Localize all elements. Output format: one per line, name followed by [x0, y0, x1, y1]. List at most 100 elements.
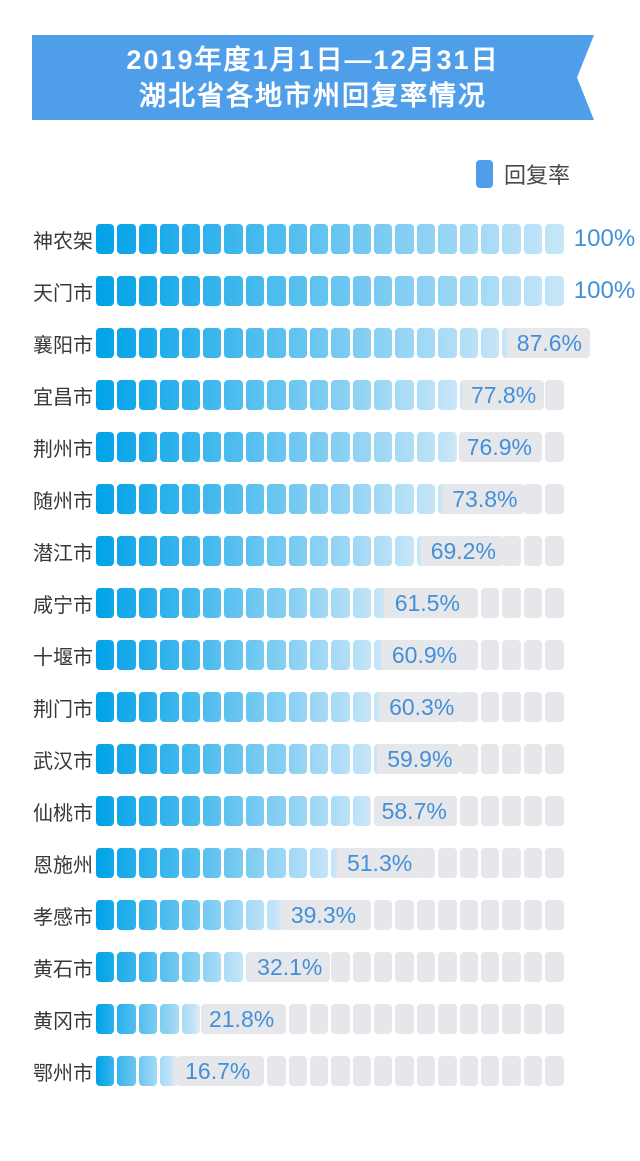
bar-segment: [96, 1056, 115, 1086]
bar-segment: [438, 1004, 457, 1034]
bar-segment: [202, 328, 222, 358]
bar-segment: [523, 276, 543, 306]
bar-segment: [288, 276, 307, 306]
bar-segment: [202, 484, 222, 514]
bar-segment: [288, 432, 307, 462]
bar-segment: [288, 588, 307, 618]
bar-segment: [481, 640, 500, 670]
bar-segment: [459, 692, 479, 722]
bar-segment: [117, 900, 136, 930]
chart-row: 随州市 73.8%: [33, 484, 640, 514]
legend-label: 回复率: [503, 163, 570, 188]
bar-segment: [267, 796, 286, 826]
bar-segment: [181, 536, 200, 566]
bar-segment: [96, 536, 115, 566]
bar-segment: [416, 900, 436, 930]
bar-segment: [459, 1004, 479, 1034]
bar-segment: [224, 380, 243, 410]
bar-segment: [138, 744, 158, 774]
bar-segment: [545, 484, 564, 514]
bar-segment: [523, 796, 543, 826]
category-label: 宜昌市: [33, 386, 93, 409]
bar-segment: [352, 328, 372, 358]
bar-segment: [202, 692, 222, 722]
bar-segment: [545, 380, 564, 410]
bar-segment: [202, 952, 222, 982]
bar-segment: [245, 380, 265, 410]
bar-segment: [267, 276, 286, 306]
bar-track: 58.7%: [96, 796, 564, 826]
bar-segment: [117, 328, 136, 358]
bar-segment: [117, 640, 136, 670]
bar-track: 61.5%: [96, 588, 564, 618]
bar-segment: [245, 640, 265, 670]
bar-segment: [374, 380, 393, 410]
bar-segment: [523, 692, 543, 722]
bar-segment: [352, 952, 372, 982]
bar-segment: [309, 432, 329, 462]
value-label: 73.8%: [444, 484, 526, 514]
bar-segment: [331, 640, 350, 670]
bar-segment: [416, 848, 436, 878]
bar-segment: [416, 276, 436, 306]
bar-segment: [416, 432, 436, 462]
bar-segment: [545, 796, 564, 826]
bar-segment: [267, 900, 286, 930]
bar-segment: [481, 900, 500, 930]
bar-segment: [224, 276, 243, 306]
category-label: 十堰市: [33, 646, 93, 669]
bar-segment: [523, 536, 543, 566]
title-line-2: 湖北省各地市州回复率情况: [139, 81, 487, 111]
bar-segment: [523, 640, 543, 670]
bar-segment: [309, 692, 329, 722]
bar-segment: [138, 536, 158, 566]
bar-segment: [331, 588, 350, 618]
bar-segment: [224, 432, 243, 462]
bar-segment: [288, 796, 307, 826]
bar-segment: [395, 900, 414, 930]
bar-segment: [245, 744, 265, 774]
value-label: 39.3%: [282, 900, 365, 930]
bar-segment: [352, 276, 372, 306]
bar-segment: [117, 952, 136, 982]
bar-segment: [288, 692, 307, 722]
bar-segment: [181, 640, 200, 670]
category-label: 随州市: [33, 490, 93, 513]
bar-segment: [181, 588, 200, 618]
bar-segment: [138, 692, 158, 722]
bar-segment: [181, 796, 200, 826]
bar-segment: [309, 640, 329, 670]
bar-segment: [331, 744, 350, 774]
bar-segment: [331, 692, 350, 722]
value-label: 69.2%: [422, 536, 504, 566]
bar-segment: [416, 328, 436, 358]
bar-segment: [502, 900, 521, 930]
category-label: 天门市: [33, 282, 93, 305]
bar-segment: [438, 276, 457, 306]
bar-segment: [202, 744, 222, 774]
bar-segment: [160, 536, 179, 566]
bar-segment: [224, 640, 243, 670]
bar-segment: [138, 484, 158, 514]
bar-segment: [224, 744, 243, 774]
bar-segment: [288, 484, 307, 514]
bar-segment: [245, 484, 265, 514]
bar-track: 76.9%: [96, 432, 564, 462]
value-label: 16.7%: [177, 1056, 259, 1086]
bar-track: 32.1%: [96, 952, 564, 982]
bar-segment: [331, 276, 350, 306]
bar-segment: [181, 744, 200, 774]
bar-segment: [288, 744, 307, 774]
bar-segment: [202, 276, 222, 306]
bar-segment: [352, 640, 372, 670]
bar-segment: [395, 224, 414, 254]
bar-segment: [267, 224, 286, 254]
bar-segment: [459, 224, 479, 254]
bar-segment: [502, 588, 521, 618]
bar-segment: [438, 952, 457, 982]
bar-segment: [117, 1056, 136, 1086]
bar-segment: [545, 1056, 564, 1086]
bar-segment: [523, 848, 543, 878]
bar-segment: [288, 380, 307, 410]
bar-segment: [245, 588, 265, 618]
